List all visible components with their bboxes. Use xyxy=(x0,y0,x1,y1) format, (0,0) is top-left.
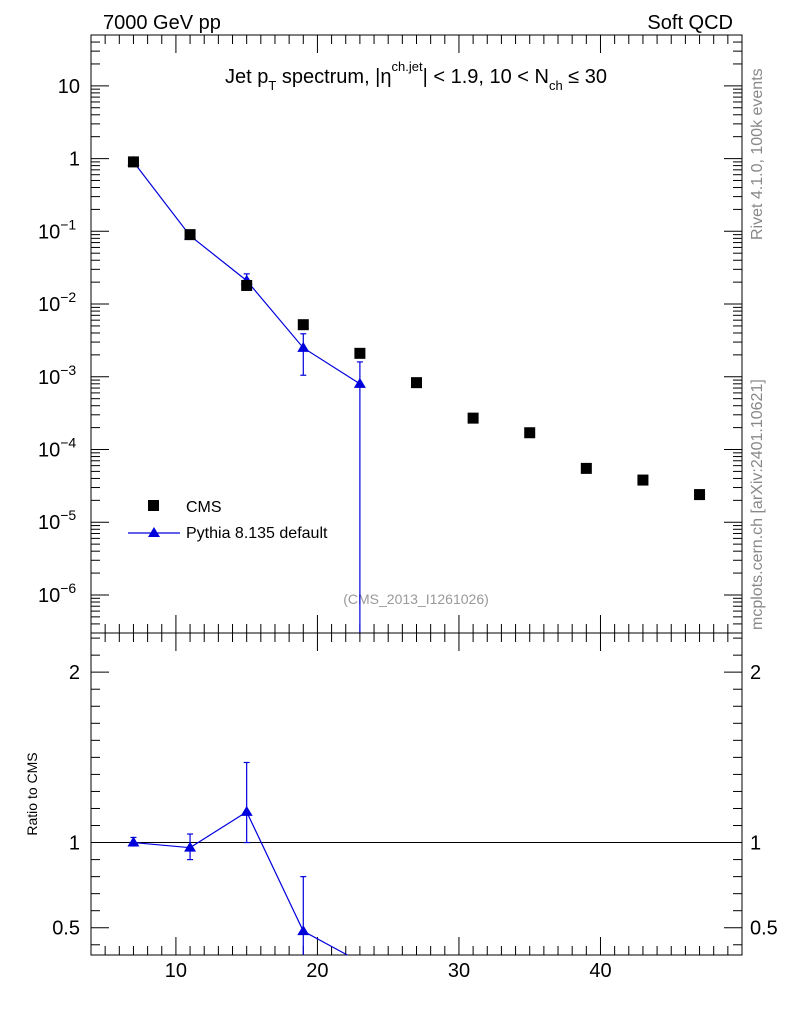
cms-data-point xyxy=(354,347,366,359)
cms-data-point xyxy=(127,156,139,168)
ratio-point xyxy=(297,925,310,936)
ratio-x-tick-labels: 10 20 30 40 xyxy=(165,960,612,982)
title-part-a: Jet p xyxy=(225,66,268,88)
main-y-tick-label: 10−5 xyxy=(38,507,76,534)
ratio-frame xyxy=(90,632,743,956)
ratio-y-tick-label-right: 2 xyxy=(750,662,761,684)
main-y-tick-label: 1 xyxy=(69,149,80,171)
ratio-y-tick-label-right: 0.5 xyxy=(750,918,778,940)
main-y-tick-labels: 10 1 10−1 10−2 10−3 10−4 10−5 10−6 xyxy=(38,76,80,607)
pythia-markers xyxy=(127,155,366,388)
pythia-point xyxy=(353,377,366,388)
legend: CMS Pythia 8.135 default xyxy=(128,499,328,542)
main-y-tick-label: 10−1 xyxy=(38,216,76,243)
cms-data-point xyxy=(241,279,253,291)
ratio-markers xyxy=(127,805,310,936)
analysis-watermark: (CMS_2013_I1261026) xyxy=(343,591,489,607)
ratio-x-tick-label: 30 xyxy=(448,960,470,982)
ratio-x-tick-label: 40 xyxy=(589,960,611,982)
side-label-site: mcplots.cern.ch [arXiv:2401.10621] xyxy=(749,379,766,630)
legend-pythia-label: Pythia 8.135 default xyxy=(186,525,328,542)
main-frame xyxy=(90,34,743,634)
title-part-d: ≤ 30 xyxy=(563,66,607,88)
ratio-y-axis-label: Ratio to CMS xyxy=(24,752,40,835)
cms-markers xyxy=(127,156,706,501)
pythia-point xyxy=(297,341,310,352)
main-panel: 10 1 10−1 10−2 10−3 10−4 10−5 10−6 Jet pT spect… xyxy=(38,34,743,634)
title-sub-a: T xyxy=(268,78,276,93)
cms-data-point xyxy=(637,474,649,486)
header-left: 7000 GeV pp xyxy=(103,12,221,34)
ratio-x-ticks xyxy=(104,633,729,955)
ratio-line xyxy=(133,811,348,956)
cms-data-point xyxy=(694,489,706,501)
ratio-y-tick-label-right: 1 xyxy=(750,833,761,855)
legend-cms-label: CMS xyxy=(186,499,222,516)
title-part-c: | < 1.9, 10 < N xyxy=(423,66,549,88)
header-right: Soft QCD xyxy=(647,12,733,34)
ratio-y-ticks xyxy=(91,637,742,946)
main-title: Jet pT spectrum, |ηch.jet| < 1.9, 10 < N… xyxy=(225,59,607,93)
main-y-tick-label: 10−6 xyxy=(38,580,76,607)
main-y-tick-label: 10−2 xyxy=(38,289,76,316)
title-sub-c: ch xyxy=(549,78,563,93)
cms-data-point xyxy=(411,377,422,389)
ratio-y-tick-label-left: 0.5 xyxy=(52,918,80,940)
ratio-point xyxy=(127,836,140,847)
ratio-error-bars xyxy=(130,761,307,955)
main-y-tick-label: 10−4 xyxy=(38,435,76,462)
cms-data-point xyxy=(297,319,309,331)
ratio-x-tick-label: 20 xyxy=(306,960,328,982)
cms-data-point xyxy=(580,462,592,474)
main-y-tick-label: 10 xyxy=(58,76,80,98)
ratio-y-tick-label-left: 2 xyxy=(69,662,80,684)
title-sup-b: ch.jet xyxy=(392,59,423,74)
main-y-tick-label: 10−3 xyxy=(38,362,76,389)
legend-pythia-marker xyxy=(148,527,160,537)
title-part-b: spectrum, |η xyxy=(276,66,391,88)
cms-data-point xyxy=(184,229,196,241)
ratio-y-tick-labels: 0.5 0.5 1 1 2 2 xyxy=(52,662,778,940)
ratio-point xyxy=(240,805,253,816)
ratio-y-tick-label-left: 1 xyxy=(69,833,80,855)
side-label-rivet: Rivet 4.1.0, 100k events xyxy=(749,68,766,240)
ratio-panel: 0.5 0.5 1 1 2 2 10 20 30 40 Ratio to CMS xyxy=(24,632,778,982)
legend-cms-marker xyxy=(148,500,159,511)
cms-data-point xyxy=(467,412,479,424)
cms-data-point xyxy=(524,427,536,439)
pythia-line xyxy=(132,161,361,385)
main-y-ticks xyxy=(91,34,742,634)
main-x-ticks xyxy=(104,35,729,633)
ratio-x-tick-label: 10 xyxy=(165,960,187,982)
ratio-point xyxy=(184,841,197,852)
